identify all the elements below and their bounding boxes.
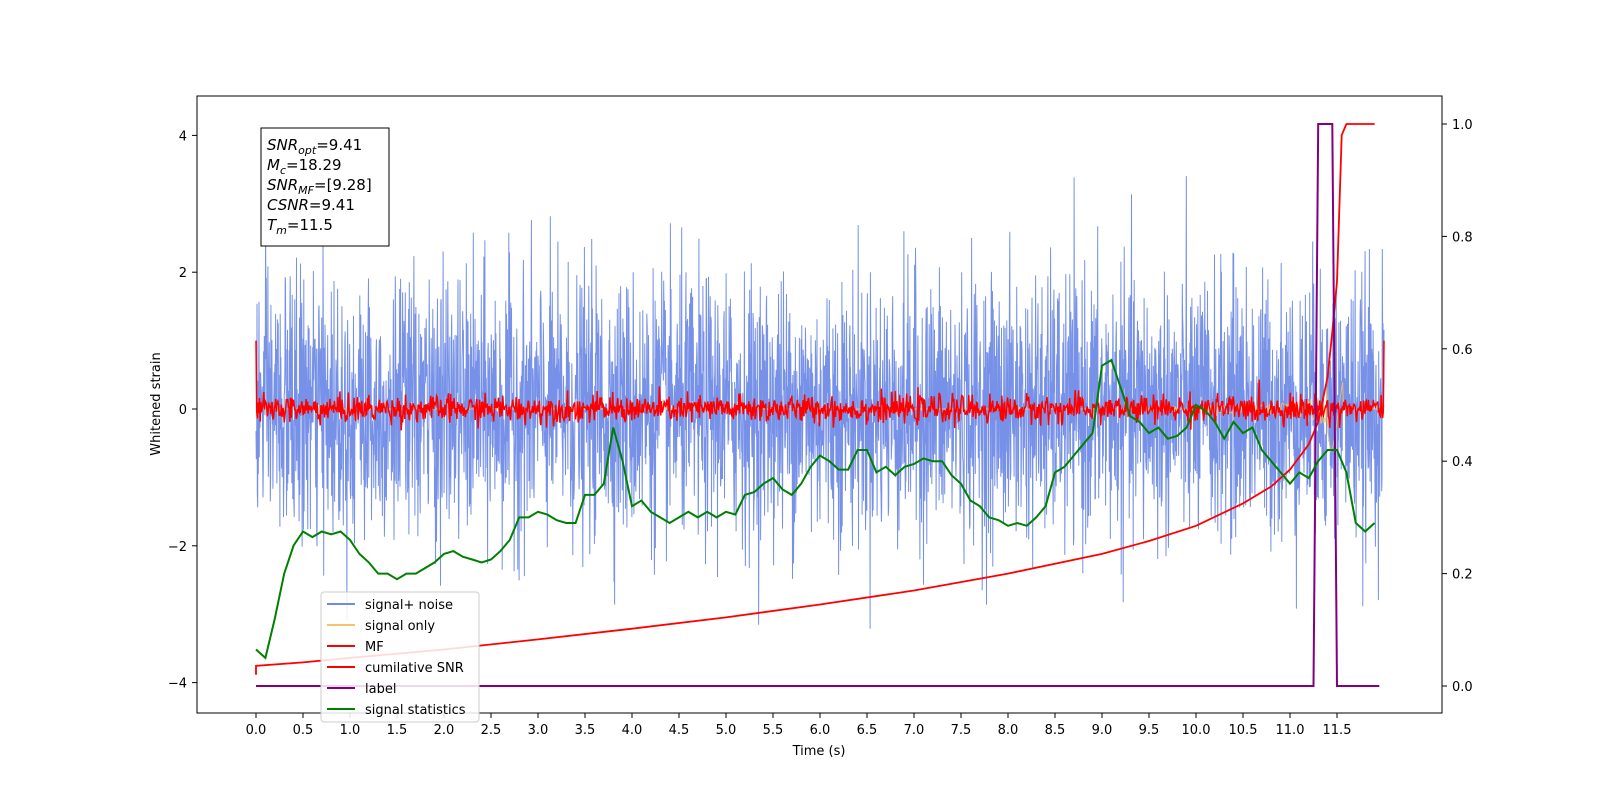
y-tick-label: 4	[179, 129, 187, 144]
x-axis-label: Time (s)	[792, 744, 846, 759]
legend: signal+ noise signal only MF cumilative SNR…	[320, 591, 480, 723]
annotation-line: Mc=18.29	[267, 156, 342, 177]
stats-annotation: SNRopt=9.41Mc=18.29SNRMF=[9.28]CSNR=9.41…	[260, 127, 390, 247]
y2-tick-label: 0.6	[1452, 343, 1473, 358]
x-tick-label: 7.0	[904, 723, 925, 738]
x-tick-label: 11.0	[1276, 723, 1305, 738]
y2-tick-label: 0.0	[1452, 680, 1473, 695]
y2-tick-label: 1.0	[1452, 118, 1473, 133]
legend-label: signal+ noise	[365, 598, 453, 613]
x-tick-label: 4.0	[622, 723, 643, 738]
x-tick-label: 3.5	[575, 723, 596, 738]
x-tick-label: 10.0	[1182, 723, 1211, 738]
y-tick-label: −4	[168, 677, 187, 692]
y-tick-label: 0	[179, 403, 187, 418]
x-tick-label: 11.5	[1323, 723, 1352, 738]
x-tick-label: 1.5	[387, 723, 408, 738]
x-tick-label: 9.0	[1092, 723, 1113, 738]
legend-label: signal statistics	[365, 703, 466, 718]
x-tick-label: 0.5	[293, 723, 314, 738]
y2-tick-label: 0.8	[1452, 230, 1473, 245]
series-label-line	[256, 123, 1380, 687]
legend-label: signal only	[365, 619, 435, 634]
x-tick-label: 9.5	[1139, 723, 1160, 738]
series-signal-statistics-line	[255, 358, 1376, 660]
x-tick-label: 10.5	[1229, 723, 1258, 738]
legend-label: cumilative SNR	[365, 661, 464, 676]
legend-label: label	[365, 682, 396, 697]
y-tick-label: −2	[168, 540, 187, 555]
x-tick-label: 2.5	[481, 723, 502, 738]
x-tick-label: 8.0	[998, 723, 1019, 738]
annotation-frame	[260, 127, 390, 247]
x-tick-label: 4.5	[669, 723, 690, 738]
annotation-line: Tm=11.5	[267, 216, 333, 237]
x-tick-label: 6.0	[810, 723, 831, 738]
annotation-line: CSNR=9.41	[267, 196, 355, 214]
y2-tick-label: 0.4	[1452, 455, 1473, 470]
legend-label: MF	[365, 640, 384, 655]
x-tick-label: 5.0	[716, 723, 737, 738]
y2-tick-label: 0.2	[1452, 568, 1473, 583]
y-axis-label: Whitened strain	[149, 352, 164, 455]
y-axis-left: 4 2 0 −2 −4	[168, 129, 197, 692]
x-tick-label: 6.5	[857, 723, 878, 738]
x-tick-label: 3.0	[528, 723, 549, 738]
x-tick-label: 1.0	[340, 723, 361, 738]
series-mf-line	[255, 340, 1385, 431]
x-tick-label: 8.5	[1045, 723, 1066, 738]
annotation-line: SNRopt=9.41	[267, 136, 362, 157]
series-signal-noise-line	[255, 176, 1385, 629]
y-tick-label: 2	[179, 266, 187, 281]
legend-frame	[320, 591, 480, 723]
x-tick-label: 2.0	[434, 723, 455, 738]
x-axis: 0.0 0.5 1.0 1.5 2.0 2.5 3.0 3.5 4.0 4.5 5.0 5.5 6.0 6…	[246, 713, 1352, 738]
x-tick-label: 5.5	[763, 723, 784, 738]
annotation-line: SNRMF=[9.28]	[267, 176, 372, 197]
x-tick-label: 7.5	[951, 723, 972, 738]
x-tick-label: 0.0	[246, 723, 267, 738]
y-axis-right: 1.0 0.8 0.6 0.4 0.2 0.0	[1442, 118, 1473, 695]
